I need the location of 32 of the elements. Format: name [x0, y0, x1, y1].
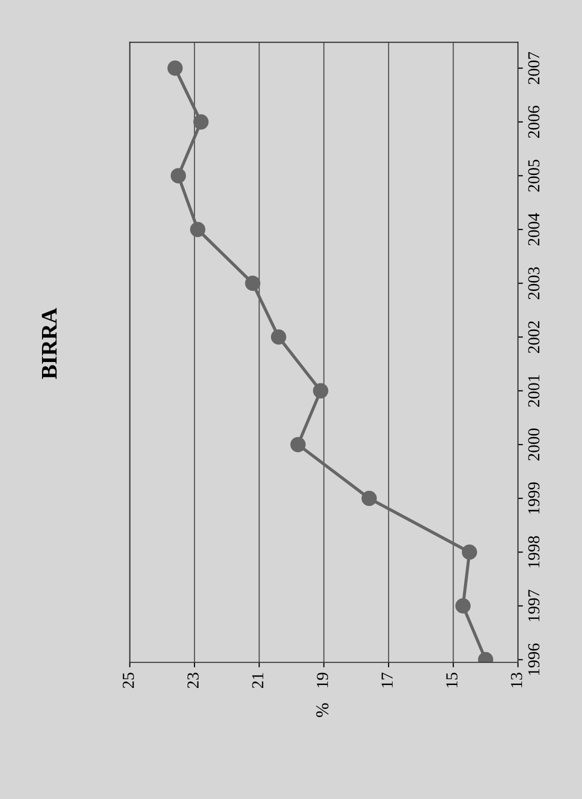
y-tick-label: 2007 [528, 52, 540, 84]
y-tick-label: 2000 [528, 428, 540, 461]
y-tick-label: 2003 [528, 267, 540, 300]
y-tick-label: 1999 [528, 482, 540, 514]
x-tick-label: 17 [382, 672, 393, 688]
point [455, 598, 471, 614]
y-tick-label: 1997 [528, 590, 540, 622]
y-tick-label: 2002 [528, 321, 540, 353]
point [167, 60, 183, 76]
x-tick-label: 15 [446, 672, 458, 688]
y-tick-label: 2004 [528, 213, 540, 246]
y-tick-label: 2005 [528, 160, 540, 192]
point [170, 168, 186, 184]
x-tick-label: 23 [187, 672, 199, 688]
point [313, 383, 328, 398]
point [462, 544, 478, 560]
point [193, 114, 209, 130]
text: BIRRA [42, 308, 57, 380]
x-tick-label: 19 [316, 672, 328, 688]
point [290, 436, 306, 452]
point [362, 490, 377, 506]
y-tick-label: 2006 [528, 106, 540, 138]
x-tick-label: 13 [510, 672, 522, 688]
y-tick-label: 1996 [528, 644, 540, 675]
point [270, 329, 286, 345]
x-tick-label: 21 [252, 673, 264, 688]
y-tick-label: 1998 [528, 536, 540, 568]
point [245, 276, 260, 291]
x-tick-label: 25 [122, 672, 134, 688]
point [190, 222, 206, 238]
y-tick-label: 2001 [528, 375, 540, 407]
y-axis-title: % [316, 703, 328, 718]
